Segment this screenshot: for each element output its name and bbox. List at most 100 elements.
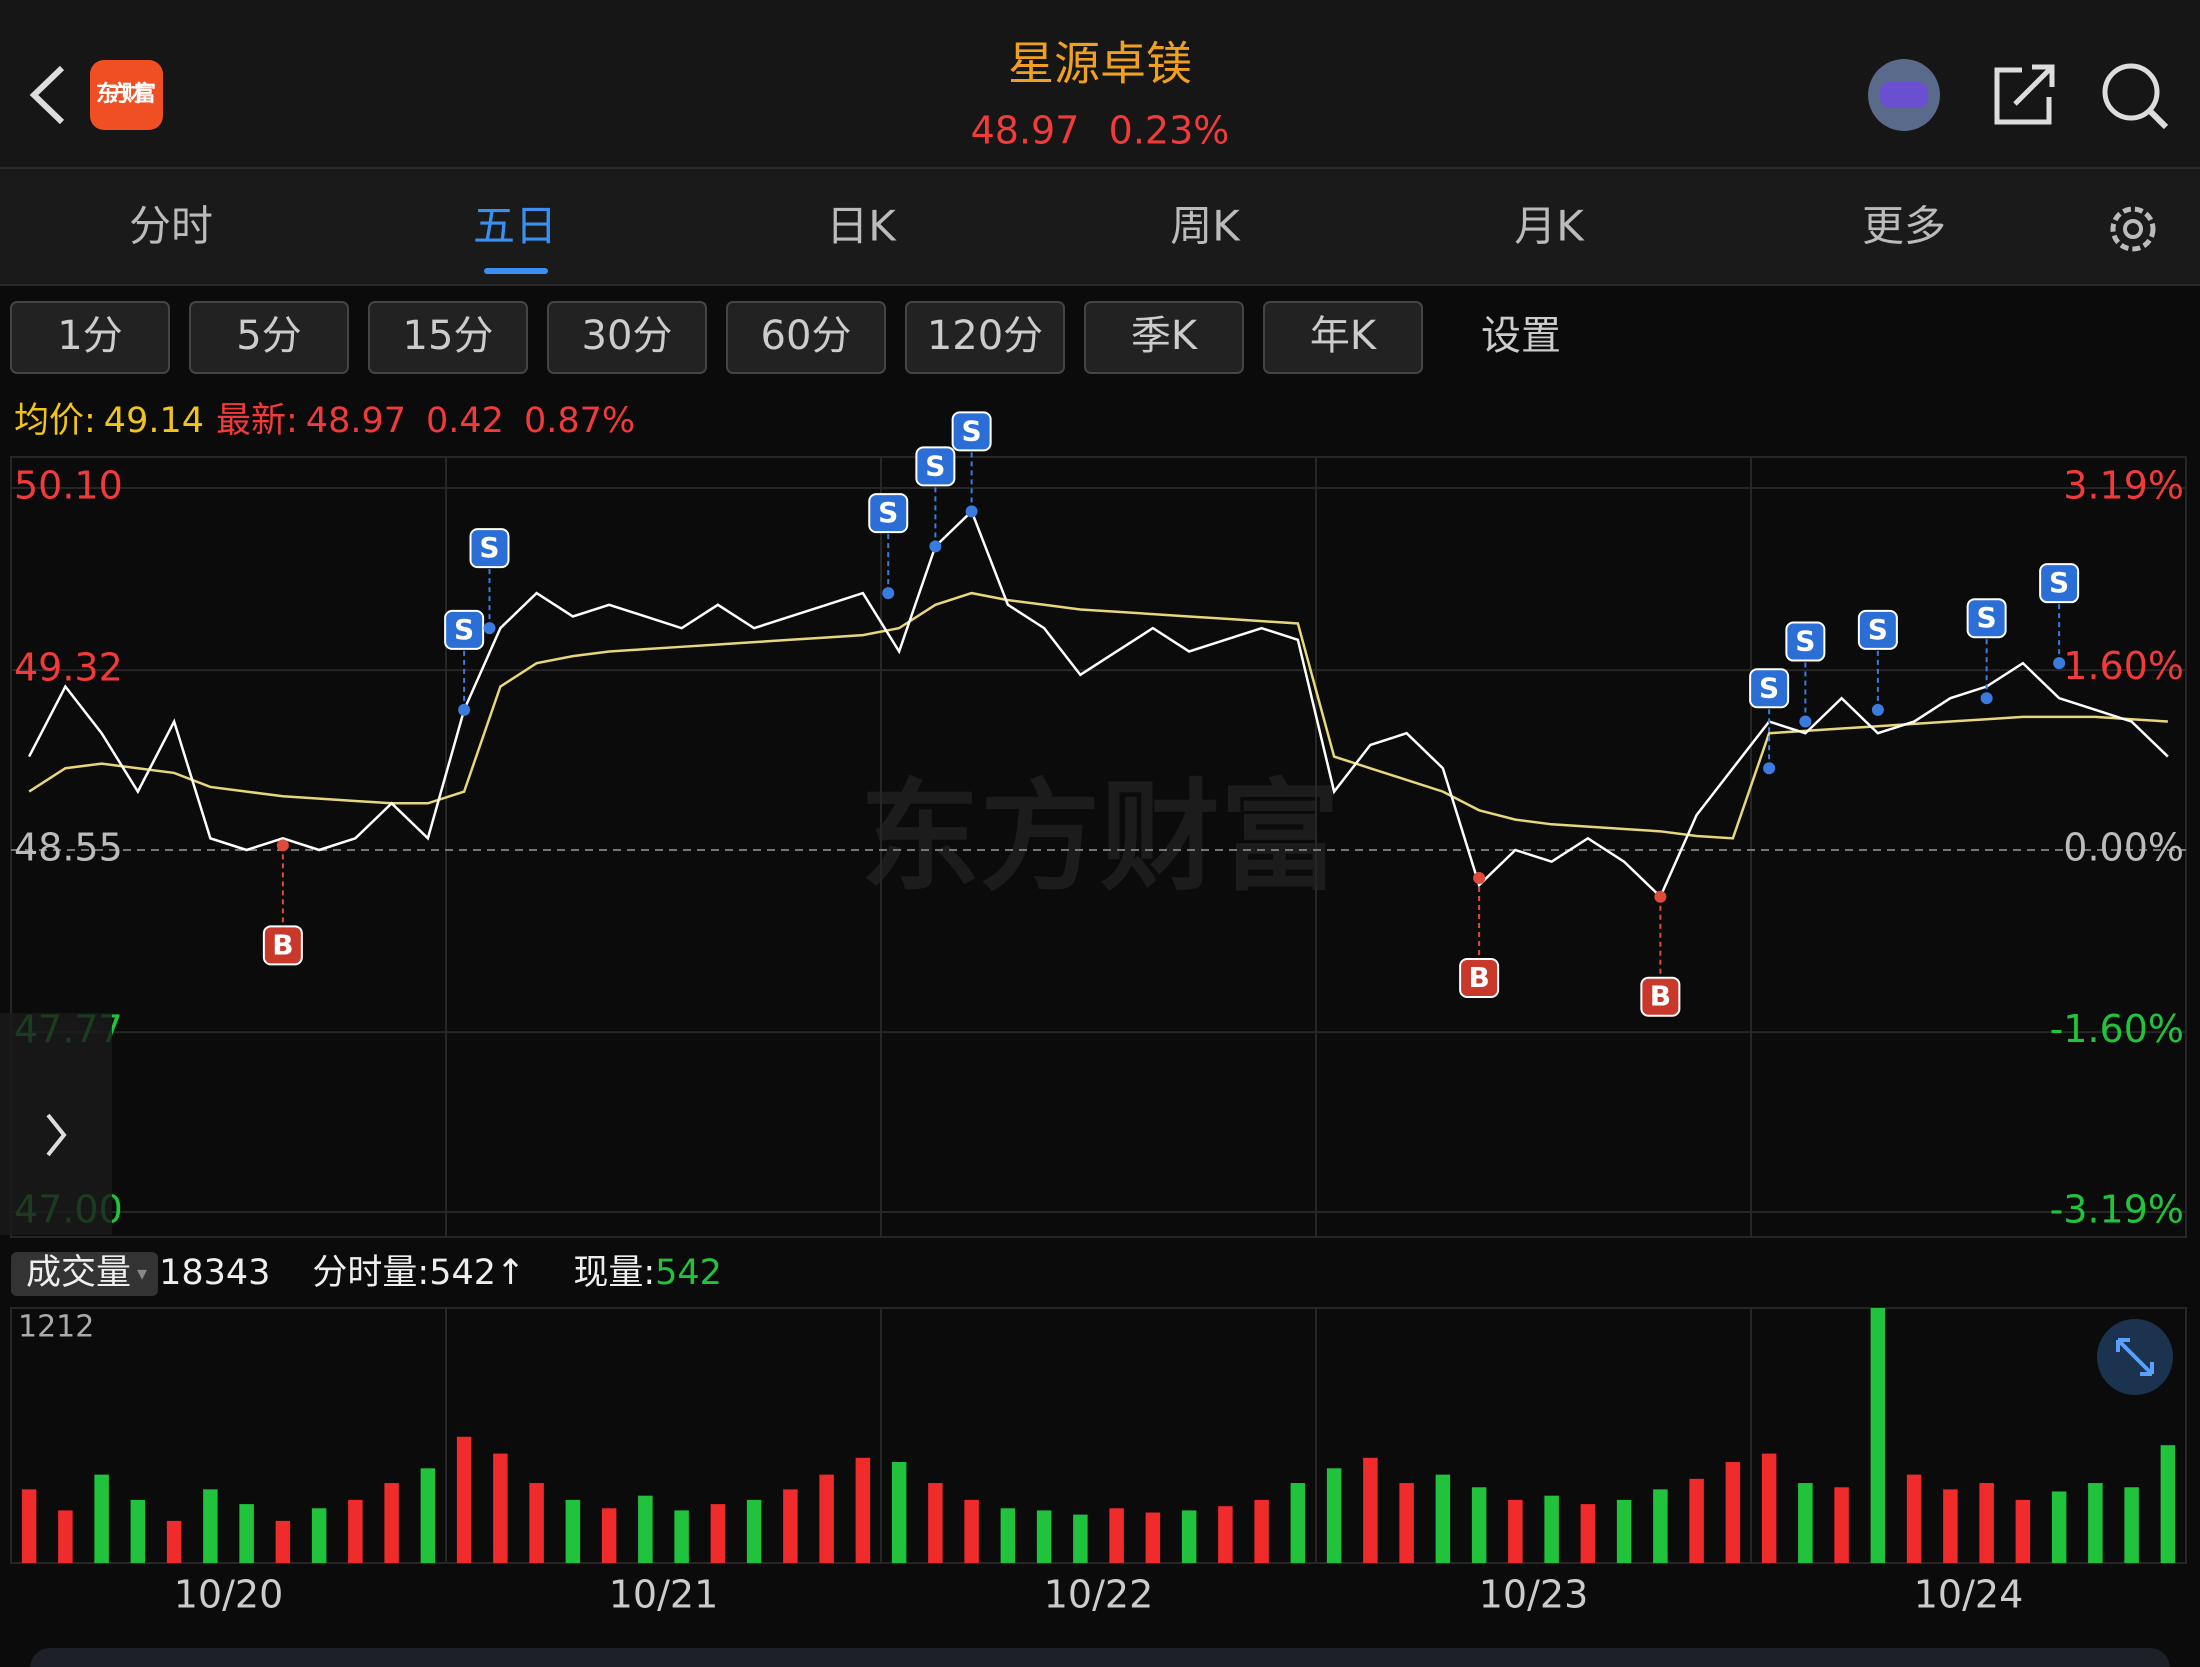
interval-button[interactable] <box>10 301 170 374</box>
y2-tick-label: 0.00% <box>2063 826 2184 870</box>
volume-bar <box>1073 1514 1088 1563</box>
search-icon[interactable] <box>2102 63 2160 121</box>
volume-bar <box>1326 1468 1342 1563</box>
interval-button[interactable] <box>547 301 707 374</box>
tab[interactable]: 分时 <box>129 202 213 251</box>
volume-label: 成交量 <box>26 1253 131 1293</box>
tab[interactable]: 更多 <box>1862 202 1946 251</box>
title: 星源卓镁 <box>1008 37 1192 91</box>
price-frame <box>10 456 2187 1238</box>
watermark: 东方财富 <box>860 769 1340 908</box>
interval-button[interactable] <box>1084 301 1244 374</box>
settings-icon[interactable] <box>2110 206 2156 252</box>
volume-bar <box>1906 1474 1922 1563</box>
bottom-bar <box>30 1648 2170 1667</box>
signal-badge <box>1459 958 1500 999</box>
back-button[interactable] <box>29 65 65 125</box>
signal-point <box>1871 703 1884 716</box>
volume-current-label: 现量: <box>573 1253 655 1293</box>
volume-bar <box>855 1457 871 1563</box>
x-tick-label: 10/24 <box>1914 1573 2024 1617</box>
robot-face <box>1880 82 1928 108</box>
interval-button[interactable] <box>726 301 886 374</box>
interval-label: 年K <box>1310 313 1378 359</box>
volume-bar <box>1653 1489 1668 1563</box>
signal-badge <box>951 411 992 452</box>
volume-tick-label: 1212 <box>18 1310 94 1345</box>
volume-frame <box>10 1307 2187 1564</box>
signal-label: S <box>1977 601 1997 634</box>
volume-bar <box>384 1483 399 1563</box>
interval-button[interactable] <box>1263 301 1423 374</box>
volume-bar <box>891 1462 907 1563</box>
volume-bar <box>1725 1462 1741 1563</box>
interval-button[interactable] <box>368 301 528 374</box>
volume-bar <box>58 1510 73 1563</box>
interval-label: 1分 <box>57 313 122 359</box>
dropdown: ▾ <box>137 1261 147 1285</box>
interval-label: 60分 <box>761 313 852 359</box>
volume-bar <box>1798 1483 1813 1563</box>
volume-bar <box>2051 1491 2067 1563</box>
volume-bar <box>710 1504 726 1563</box>
signal-point <box>2053 657 2066 670</box>
volume-bar <box>2015 1499 2031 1563</box>
tab[interactable]: 月K <box>1514 202 1585 251</box>
volume-bar <box>1145 1512 1161 1563</box>
interval-label: 120分 <box>927 313 1043 359</box>
logo[interactable] <box>90 60 163 130</box>
interval-label: 5分 <box>236 313 301 359</box>
signal-label: S <box>925 449 945 482</box>
volume-bar <box>638 1495 653 1563</box>
signal-badge <box>1785 621 1826 662</box>
interval-button[interactable] <box>905 301 1065 374</box>
signal-badge <box>2039 563 2080 604</box>
volume-bar <box>1544 1495 1559 1563</box>
volume-bar <box>819 1474 834 1563</box>
volume-bar <box>275 1520 291 1563</box>
interval-label: 15分 <box>403 313 494 359</box>
interval-button[interactable] <box>189 301 349 374</box>
signal-point <box>1980 692 1993 705</box>
y2-tick-label: 1.60% <box>2063 644 2184 688</box>
volume-bar <box>1399 1483 1414 1563</box>
volume-bar <box>964 1499 979 1563</box>
tab[interactable]: 日K <box>826 202 897 251</box>
signal-label: B <box>1468 961 1489 994</box>
info-line: 均价: 49.14 最新: 48.97 0.42 0.87% <box>14 401 635 441</box>
signal-badge <box>469 528 510 569</box>
signal-label: S <box>1759 671 1779 704</box>
settings-button[interactable]: 设置 <box>1481 313 1561 359</box>
y-tick-label: 50.10 <box>14 464 123 508</box>
x-tick-label: 10/22 <box>1044 1573 1154 1617</box>
volume-menu[interactable] <box>11 1252 158 1296</box>
signal-badge <box>444 609 485 650</box>
share-icon[interactable] <box>1994 64 2055 125</box>
volume-bar <box>1254 1499 1269 1563</box>
volume-bar <box>203 1489 218 1563</box>
volume-bar <box>1943 1489 1958 1563</box>
volume-bar <box>1181 1510 1197 1563</box>
volume-bar <box>565 1499 581 1563</box>
volume-bar <box>166 1520 182 1563</box>
y-tick-label: 49.32 <box>14 646 123 690</box>
price: 48.97 <box>971 109 1080 153</box>
volume-bar <box>1870 1308 1886 1563</box>
signal-label: S <box>454 613 474 646</box>
y2-tick-label: 3.19% <box>2063 464 2184 508</box>
change: 0.42 <box>426 401 504 441</box>
volume-bar <box>746 1499 762 1563</box>
avg-label: 均价: <box>14 401 96 441</box>
signal-badge <box>915 446 956 487</box>
x-tick-label: 10/21 <box>609 1573 719 1617</box>
latest-label: 最新: <box>216 401 298 441</box>
signal-point <box>458 703 471 716</box>
tab[interactable]: 周K <box>1170 202 1241 251</box>
search-handle <box>2147 108 2169 130</box>
x-tick-label: 10/20 <box>174 1573 284 1617</box>
settings-icon-core <box>2123 219 2143 239</box>
signal-label: S <box>878 496 898 529</box>
tab[interactable]: 五日 <box>473 202 557 251</box>
volume-bar <box>1036 1510 1052 1563</box>
